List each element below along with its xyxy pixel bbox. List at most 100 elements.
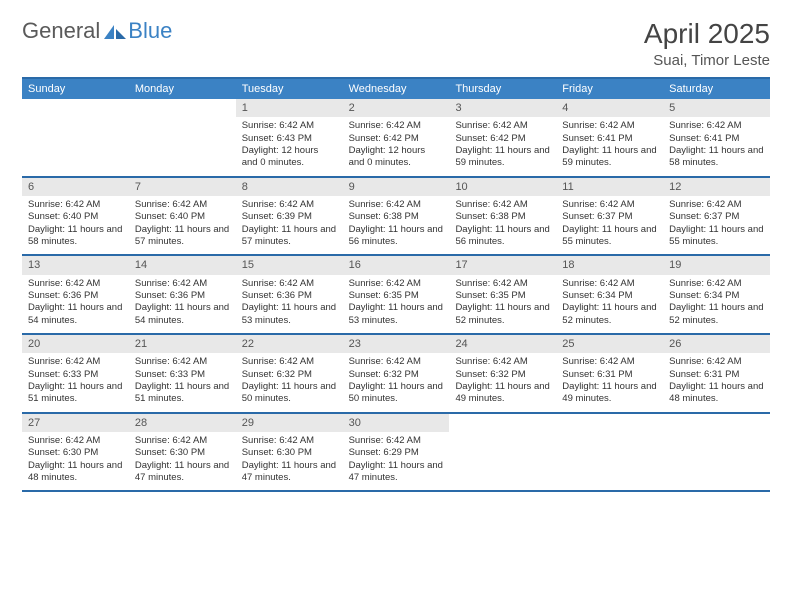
day-number: 7 — [129, 178, 236, 196]
sunrise-line: Sunrise: 6:42 AM — [242, 199, 337, 211]
day-cell: 7Sunrise: 6:42 AMSunset: 6:40 PMDaylight… — [129, 178, 236, 255]
day-content: Sunrise: 6:42 AMSunset: 6:37 PMDaylight:… — [663, 196, 770, 254]
sunset-line: Sunset: 6:42 PM — [349, 133, 444, 145]
sunset-line: Sunset: 6:34 PM — [669, 290, 764, 302]
day-cell: 16Sunrise: 6:42 AMSunset: 6:35 PMDayligh… — [343, 256, 450, 333]
sunrise-line: Sunrise: 6:42 AM — [455, 278, 550, 290]
day-content: Sunrise: 6:42 AMSunset: 6:32 PMDaylight:… — [236, 353, 343, 411]
sunrise-line: Sunrise: 6:42 AM — [349, 435, 444, 447]
day-number: 11 — [556, 178, 663, 196]
day-content: Sunrise: 6:42 AMSunset: 6:33 PMDaylight:… — [22, 353, 129, 411]
day-cell: 1Sunrise: 6:42 AMSunset: 6:43 PMDaylight… — [236, 99, 343, 176]
calendar-grid: SundayMondayTuesdayWednesdayThursdayFrid… — [22, 77, 770, 492]
day-number: 4 — [556, 99, 663, 117]
day-content: Sunrise: 6:42 AMSunset: 6:43 PMDaylight:… — [236, 117, 343, 175]
day-content: Sunrise: 6:42 AMSunset: 6:31 PMDaylight:… — [556, 353, 663, 411]
day-number: 16 — [343, 256, 450, 274]
day-cell: 12Sunrise: 6:42 AMSunset: 6:37 PMDayligh… — [663, 178, 770, 255]
sunset-line: Sunset: 6:33 PM — [28, 369, 123, 381]
sunrise-line: Sunrise: 6:42 AM — [455, 199, 550, 211]
day-content: Sunrise: 6:42 AMSunset: 6:36 PMDaylight:… — [129, 275, 236, 333]
day-content: Sunrise: 6:42 AMSunset: 6:36 PMDaylight:… — [22, 275, 129, 333]
logo-text-general: General — [22, 18, 100, 44]
sunrise-line: Sunrise: 6:42 AM — [242, 356, 337, 368]
day-header: Saturday — [663, 79, 770, 99]
day-content: Sunrise: 6:42 AMSunset: 6:30 PMDaylight:… — [236, 432, 343, 490]
day-cell: 3Sunrise: 6:42 AMSunset: 6:42 PMDaylight… — [449, 99, 556, 176]
day-header: Friday — [556, 79, 663, 99]
day-number: 17 — [449, 256, 556, 274]
sunset-line: Sunset: 6:32 PM — [349, 369, 444, 381]
sunset-line: Sunset: 6:32 PM — [455, 369, 550, 381]
day-number: 19 — [663, 256, 770, 274]
sunset-line: Sunset: 6:32 PM — [242, 369, 337, 381]
day-content: Sunrise: 6:42 AMSunset: 6:41 PMDaylight:… — [556, 117, 663, 175]
day-cell: 22Sunrise: 6:42 AMSunset: 6:32 PMDayligh… — [236, 335, 343, 412]
day-cell: 27Sunrise: 6:42 AMSunset: 6:30 PMDayligh… — [22, 414, 129, 491]
daylight-line: Daylight: 11 hours and 47 minutes. — [242, 460, 337, 485]
logo: General Blue — [22, 18, 172, 44]
daylight-line: Daylight: 11 hours and 52 minutes. — [455, 302, 550, 327]
daylight-line: Daylight: 11 hours and 49 minutes. — [562, 381, 657, 406]
day-cell: 24Sunrise: 6:42 AMSunset: 6:32 PMDayligh… — [449, 335, 556, 412]
sunrise-line: Sunrise: 6:42 AM — [28, 356, 123, 368]
day-number: 2 — [343, 99, 450, 117]
sunrise-line: Sunrise: 6:42 AM — [562, 278, 657, 290]
sunrise-line: Sunrise: 6:42 AM — [242, 278, 337, 290]
day-number: 13 — [22, 256, 129, 274]
daylight-line: Daylight: 11 hours and 54 minutes. — [28, 302, 123, 327]
day-cell — [22, 99, 129, 176]
day-cell: 17Sunrise: 6:42 AMSunset: 6:35 PMDayligh… — [449, 256, 556, 333]
day-cell — [556, 414, 663, 491]
sunrise-line: Sunrise: 6:42 AM — [349, 199, 444, 211]
day-number: 29 — [236, 414, 343, 432]
daylight-line: Daylight: 11 hours and 58 minutes. — [669, 145, 764, 170]
day-content: Sunrise: 6:42 AMSunset: 6:30 PMDaylight:… — [129, 432, 236, 490]
sunset-line: Sunset: 6:36 PM — [28, 290, 123, 302]
sunrise-line: Sunrise: 6:42 AM — [28, 435, 123, 447]
sunrise-line: Sunrise: 6:42 AM — [669, 278, 764, 290]
daylight-line: Daylight: 11 hours and 56 minutes. — [349, 224, 444, 249]
day-content: Sunrise: 6:42 AMSunset: 6:40 PMDaylight:… — [129, 196, 236, 254]
day-cell: 13Sunrise: 6:42 AMSunset: 6:36 PMDayligh… — [22, 256, 129, 333]
day-cell: 11Sunrise: 6:42 AMSunset: 6:37 PMDayligh… — [556, 178, 663, 255]
sunrise-line: Sunrise: 6:42 AM — [135, 356, 230, 368]
sunset-line: Sunset: 6:40 PM — [135, 211, 230, 223]
day-cell: 19Sunrise: 6:42 AMSunset: 6:34 PMDayligh… — [663, 256, 770, 333]
day-cell: 30Sunrise: 6:42 AMSunset: 6:29 PMDayligh… — [343, 414, 450, 491]
daylight-line: Daylight: 11 hours and 49 minutes. — [455, 381, 550, 406]
daylight-line: Daylight: 12 hours and 0 minutes. — [349, 145, 444, 170]
day-cell: 25Sunrise: 6:42 AMSunset: 6:31 PMDayligh… — [556, 335, 663, 412]
sunset-line: Sunset: 6:34 PM — [562, 290, 657, 302]
sunset-line: Sunset: 6:42 PM — [455, 133, 550, 145]
daylight-line: Daylight: 11 hours and 54 minutes. — [135, 302, 230, 327]
day-number: 28 — [129, 414, 236, 432]
daylight-line: Daylight: 11 hours and 59 minutes. — [455, 145, 550, 170]
sunrise-line: Sunrise: 6:42 AM — [562, 120, 657, 132]
sunrise-line: Sunrise: 6:42 AM — [242, 120, 337, 132]
daylight-line: Daylight: 11 hours and 48 minutes. — [669, 381, 764, 406]
day-cell: 28Sunrise: 6:42 AMSunset: 6:30 PMDayligh… — [129, 414, 236, 491]
sunrise-line: Sunrise: 6:42 AM — [135, 435, 230, 447]
daylight-line: Daylight: 12 hours and 0 minutes. — [242, 145, 337, 170]
day-number: 26 — [663, 335, 770, 353]
sunset-line: Sunset: 6:36 PM — [242, 290, 337, 302]
page-header: General Blue April 2025 Suai, Timor Lest… — [22, 18, 770, 69]
sunset-line: Sunset: 6:37 PM — [669, 211, 764, 223]
day-content: Sunrise: 6:42 AMSunset: 6:42 PMDaylight:… — [343, 117, 450, 175]
daylight-line: Daylight: 11 hours and 51 minutes. — [28, 381, 123, 406]
day-header: Monday — [129, 79, 236, 99]
day-number: 27 — [22, 414, 129, 432]
daylight-line: Daylight: 11 hours and 50 minutes. — [242, 381, 337, 406]
title-block: April 2025 Suai, Timor Leste — [644, 18, 770, 69]
day-header-row: SundayMondayTuesdayWednesdayThursdayFrid… — [22, 79, 770, 99]
daylight-line: Daylight: 11 hours and 52 minutes. — [562, 302, 657, 327]
day-cell: 4Sunrise: 6:42 AMSunset: 6:41 PMDaylight… — [556, 99, 663, 176]
sunset-line: Sunset: 6:31 PM — [562, 369, 657, 381]
day-content: Sunrise: 6:42 AMSunset: 6:30 PMDaylight:… — [22, 432, 129, 490]
day-cell: 26Sunrise: 6:42 AMSunset: 6:31 PMDayligh… — [663, 335, 770, 412]
day-cell: 29Sunrise: 6:42 AMSunset: 6:30 PMDayligh… — [236, 414, 343, 491]
daylight-line: Daylight: 11 hours and 53 minutes. — [242, 302, 337, 327]
daylight-line: Daylight: 11 hours and 51 minutes. — [135, 381, 230, 406]
sunset-line: Sunset: 6:38 PM — [455, 211, 550, 223]
